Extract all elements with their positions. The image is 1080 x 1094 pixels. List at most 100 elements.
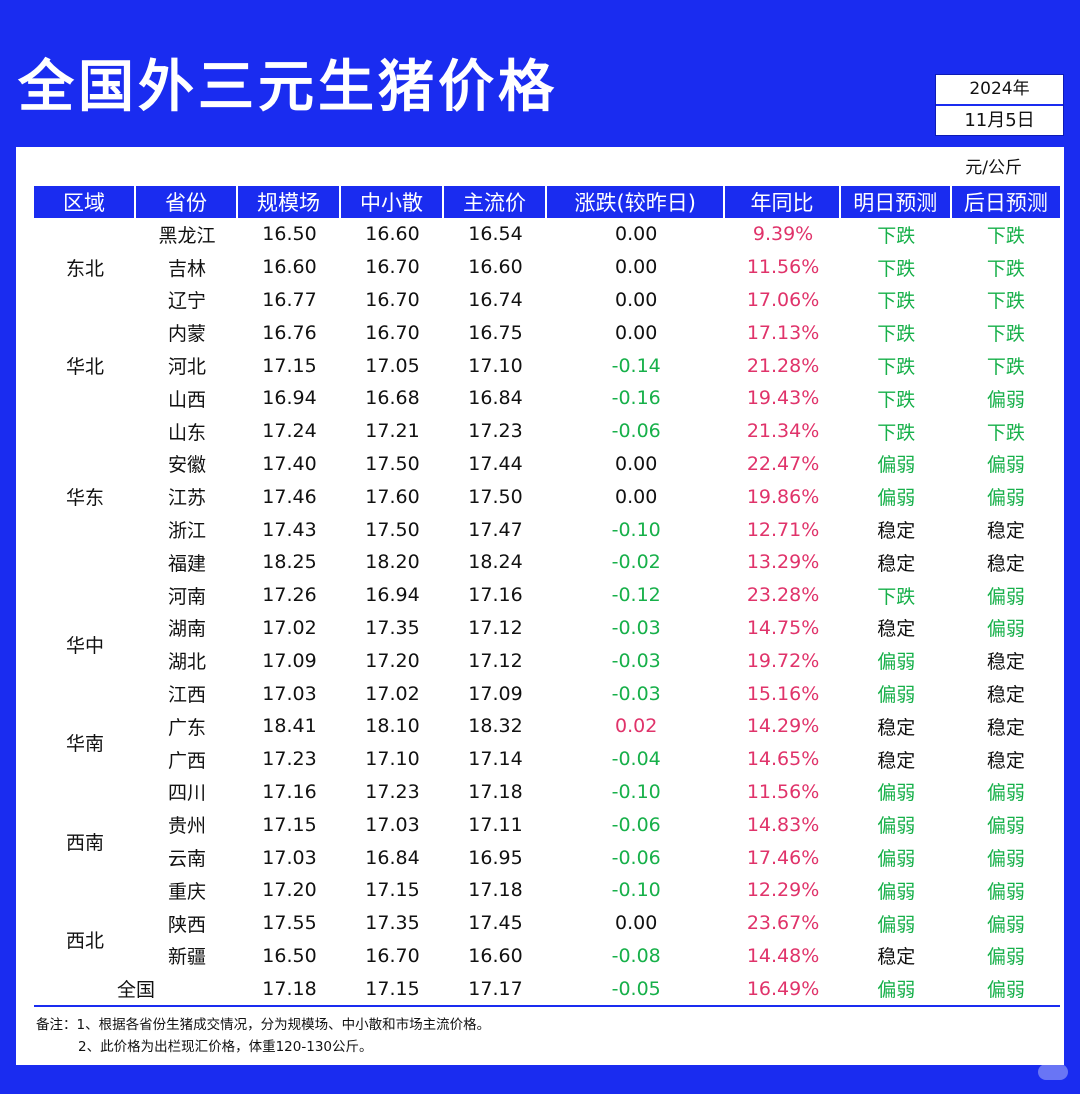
province-cell: 新疆 (167, 946, 206, 969)
forecast-after: 下跌 (986, 421, 1025, 444)
small-farm-price: 16.84 (365, 846, 420, 869)
forecast-tomorrow: 偏弱 (877, 848, 916, 871)
forecast-after: 稳定 (986, 684, 1025, 707)
large-farm-price: 16.94 (262, 387, 317, 410)
yoy-cell: 14.75% (746, 616, 820, 639)
large-farm-price: 17.55 (262, 912, 317, 935)
province-cell: 湖北 (167, 651, 206, 674)
table-row: 重庆 17.20 17.15 17.18 -0.10 12.29% 偏弱 偏弱 (34, 874, 1060, 907)
small-farm-price: 16.94 (365, 584, 420, 607)
small-farm-price: 17.21 (365, 420, 420, 443)
change-cell: -0.10 (611, 879, 661, 902)
province-cell: 江苏 (167, 487, 206, 510)
forecast-after: 偏弱 (986, 487, 1025, 510)
table-row: 广西 17.23 17.10 17.14 -0.04 14.65% 稳定 稳定 (34, 743, 1060, 776)
price-panel: 元/公斤 区域 省份 规模场 中小散 主流价 涨跌(较昨日) 年同比 明日预测 后日预测 东北 黑… (16, 147, 1064, 1065)
small-farm-price: 18.20 (365, 551, 420, 574)
region-cell: 华中 (65, 634, 104, 657)
main-price: 17.12 (468, 616, 523, 639)
column-header: 年同比 (725, 186, 841, 218)
change-cell: -0.12 (611, 584, 661, 607)
forecast-after: 偏弱 (951, 972, 1060, 1008)
forecast-tomorrow: 下跌 (877, 585, 916, 608)
date-box: 2024年 11月5日 (935, 74, 1064, 136)
forecast-tomorrow: 下跌 (877, 257, 916, 280)
main-price: 16.60 (468, 944, 523, 967)
large-farm-price: 17.24 (262, 420, 317, 443)
main-price: 17.12 (468, 649, 523, 672)
table-row: 江苏 17.46 17.60 17.50 0.00 19.86% 偏弱 偏弱 (34, 480, 1060, 513)
note-line-1: 备注：1、根据各省份生猪成交情况，分为规模场、中小散和市场主流价格。 (36, 1017, 491, 1033)
table-row: 湖南 17.02 17.35 17.12 -0.03 14.75% 稳定 偏弱 (34, 612, 1060, 645)
column-header: 主流价 (443, 186, 547, 218)
forecast-after: 偏弱 (986, 388, 1025, 411)
yoy-cell: 14.29% (746, 715, 820, 738)
total-label: 全国 (34, 972, 238, 1008)
change-cell: -0.06 (611, 813, 661, 836)
table-row: 新疆 16.50 16.70 16.60 -0.08 14.48% 稳定 偏弱 (34, 940, 1060, 973)
province-cell: 贵州 (167, 815, 206, 838)
province-cell: 河南 (167, 585, 206, 608)
province-cell: 江西 (167, 684, 206, 707)
region-cell: 西北 (65, 930, 104, 953)
province-cell: 陕西 (167, 913, 206, 936)
table-row: 华中 河南 17.26 16.94 17.16 -0.12 23.28% 下跌 偏弱 (34, 579, 1060, 657)
forecast-after: 偏弱 (986, 815, 1025, 838)
large-farm-price: 17.20 (262, 879, 317, 902)
province-cell: 辽宁 (167, 290, 206, 313)
price-table: 区域 省份 规模场 中小散 主流价 涨跌(较昨日) 年同比 明日预测 后日预测 东北 黑龙江 16.… (34, 186, 1060, 1008)
change-cell: -0.14 (611, 354, 661, 377)
main-price: 17.11 (468, 813, 523, 836)
yoy-cell: 14.48% (746, 944, 820, 967)
forecast-tomorrow: 偏弱 (877, 454, 916, 477)
forecast-after: 偏弱 (986, 454, 1025, 477)
forecast-tomorrow: 稳定 (877, 552, 916, 575)
forecast-tomorrow: 偏弱 (877, 651, 916, 674)
column-header: 涨跌(较昨日) (546, 186, 726, 218)
large-farm-price: 17.03 (262, 682, 317, 705)
small-farm-price: 17.60 (365, 485, 420, 508)
column-header: 中小散 (340, 186, 444, 218)
yoy-cell: 19.86% (746, 485, 820, 508)
forecast-tomorrow: 稳定 (877, 946, 916, 969)
date-day: 11月5日 (936, 106, 1063, 135)
main-price: 16.60 (468, 256, 523, 279)
column-header: 省份 (135, 186, 238, 218)
yoy-cell: 9.39% (752, 223, 814, 246)
province-cell: 广西 (167, 749, 206, 772)
main-price: 17.50 (468, 485, 523, 508)
small-farm-price: 17.35 (365, 616, 420, 639)
small-farm-price: 16.70 (365, 256, 420, 279)
total-row: 全国 17.18 17.15 17.17 -0.05 16.49% 偏弱 偏弱 (34, 972, 1060, 1008)
forecast-tomorrow: 偏弱 (877, 815, 916, 838)
forecast-after: 稳定 (986, 552, 1025, 575)
main-price: 17.18 (468, 780, 523, 803)
notes: 备注：1、根据各省份生猪成交情况，分为规模场、中小散和市场主流价格。 2、此价格… (36, 1014, 490, 1058)
table-row: 吉林 16.60 16.70 16.60 0.00 11.56% 下跌 下跌 (34, 251, 1060, 284)
main-price: 17.18 (468, 879, 523, 902)
column-header: 区域 (34, 186, 136, 218)
column-header: 后日预测 (951, 186, 1060, 218)
forecast-tomorrow: 下跌 (877, 421, 916, 444)
table-row: 浙江 17.43 17.50 17.47 -0.10 12.71% 稳定 稳定 (34, 513, 1060, 546)
small-farm-price: 17.50 (365, 518, 420, 541)
change-cell: -0.08 (611, 944, 661, 967)
large-farm-price: 17.15 (262, 813, 317, 836)
small-farm-price: 17.23 (365, 780, 420, 803)
forecast-after: 下跌 (986, 323, 1025, 346)
unit-label: 元/公斤 (965, 158, 1022, 178)
small-farm-price: 17.50 (365, 452, 420, 475)
forecast-after: 下跌 (986, 224, 1025, 247)
change-cell: -0.06 (611, 846, 661, 869)
main-price: 16.74 (468, 288, 523, 311)
table-row: 湖北 17.09 17.20 17.12 -0.03 19.72% 偏弱 稳定 (34, 644, 1060, 677)
forecast-tomorrow: 偏弱 (877, 782, 916, 805)
yoy-cell: 16.49% (725, 972, 841, 1008)
table-row: 贵州 17.15 17.03 17.11 -0.06 14.83% 偏弱 偏弱 (34, 808, 1060, 841)
small-farm-price: 16.60 (365, 223, 420, 246)
forecast-after: 偏弱 (986, 946, 1025, 969)
main-price: 18.32 (468, 715, 523, 738)
province-cell: 山西 (167, 388, 206, 411)
main-price: 17.47 (468, 518, 523, 541)
main-price: 17.45 (468, 912, 523, 935)
